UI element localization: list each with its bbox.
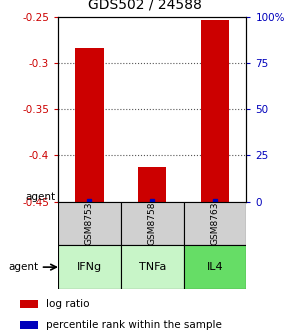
Text: IFNg: IFNg bbox=[77, 262, 102, 272]
Bar bbox=[184, 245, 246, 289]
Bar bbox=[201, 20, 229, 202]
Text: IL4: IL4 bbox=[207, 262, 223, 272]
Bar bbox=[75, 48, 104, 202]
Bar bbox=[58, 245, 121, 289]
Bar bbox=[184, 202, 246, 245]
Text: agent: agent bbox=[9, 262, 39, 272]
Text: GSM8753: GSM8753 bbox=[85, 202, 94, 245]
Bar bbox=[121, 245, 184, 289]
Text: GSM8758: GSM8758 bbox=[148, 202, 157, 245]
Text: agent: agent bbox=[25, 192, 55, 202]
Text: percentile rank within the sample: percentile rank within the sample bbox=[46, 320, 222, 330]
Text: GDS502 / 24588: GDS502 / 24588 bbox=[88, 0, 202, 12]
Bar bbox=[58, 202, 121, 245]
Text: log ratio: log ratio bbox=[46, 299, 89, 309]
Bar bbox=[20, 321, 38, 329]
Bar bbox=[20, 300, 38, 308]
Bar bbox=[138, 167, 166, 202]
Bar bbox=[121, 202, 184, 245]
Text: GSM8763: GSM8763 bbox=[211, 202, 220, 245]
Text: TNFa: TNFa bbox=[139, 262, 166, 272]
